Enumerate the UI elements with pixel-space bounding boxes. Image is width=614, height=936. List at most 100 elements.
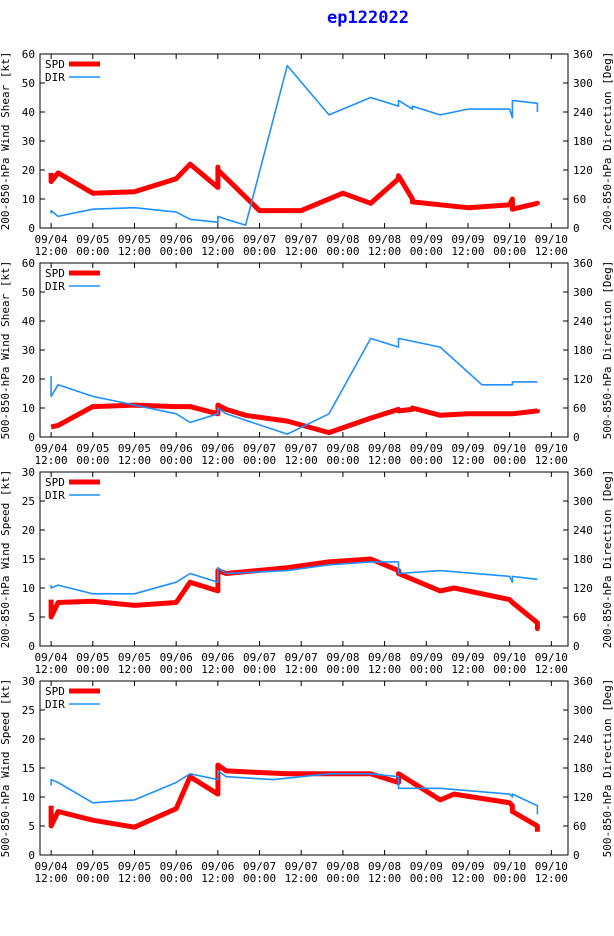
x-tick-label-time: 00:00 [160,245,193,258]
x-tick-label-time: 12:00 [368,872,401,885]
y-right-tick-label: 300 [573,286,593,299]
x-tick-label-time: 00:00 [243,454,276,467]
x-tick-label-date: 09/06 [160,651,193,664]
x-tick-label-time: 00:00 [410,872,443,885]
y-right-tick-label: 60 [573,402,586,415]
page-title: ep122022 [327,8,409,28]
x-tick-label-date: 09/09 [410,860,443,873]
chart-panel-3: 05101520253006012018024030036009/0412:00… [0,466,614,676]
y-left-tick-label: 10 [22,791,35,804]
plot-frame [39,471,569,647]
x-tick-label-date: 09/05 [118,233,151,246]
series-line-spd [50,402,540,436]
x-tick-label-date: 09/09 [410,442,443,455]
x-tick-label-date: 09/08 [326,442,359,455]
x-tick-label-date: 09/06 [201,860,234,873]
series-line-dir [50,561,538,595]
x-tick-label-date: 09/07 [243,651,276,664]
y-left-tick-label: 10 [22,193,35,206]
x-tick-label-time: 12:00 [535,454,568,467]
y-left-tick-label: 60 [22,48,35,61]
x-tick-label-time: 00:00 [326,663,359,676]
y-left-tick-label: 30 [22,135,35,148]
y-right-axis-label: 200-850-hPa Direction [Deg] [601,470,614,649]
legend-label-spd: SPD [45,685,65,698]
y-left-tick-label: 25 [22,704,35,717]
y-right-tick-label: 0 [573,849,580,862]
x-tick-label-date: 09/08 [368,651,401,664]
x-tick-label-time: 12:00 [35,245,68,258]
x-tick-label-time: 12:00 [368,663,401,676]
y-left-tick-label: 15 [22,762,35,775]
chart-panel-4: 05101520253006012018024030036009/0412:00… [0,675,614,885]
y-left-tick-label: 0 [28,431,35,444]
y-right-tick-label: 120 [573,791,593,804]
y-right-tick-label: 360 [573,466,593,479]
y-right-tick-label: 240 [573,733,593,746]
y-left-tick-label: 0 [28,640,35,653]
x-tick-label-time: 12:00 [451,663,484,676]
chart-panel-2: 010203040506006012018024030036009/0412:0… [0,257,614,467]
x-tick-label-time: 12:00 [535,663,568,676]
legend-label-dir: DIR [45,489,65,502]
x-tick-label-date: 09/08 [326,651,359,664]
y-left-tick-label: 50 [22,286,35,299]
y-left-axis-label: 200-850-hPa Wind Shear [kt] [0,52,12,231]
x-tick-label-date: 09/05 [76,860,109,873]
x-tick-label-time: 12:00 [201,872,234,885]
x-tick-label-date: 09/10 [535,651,568,664]
y-right-tick-label: 360 [573,48,593,61]
x-tick-label-date: 09/06 [160,860,193,873]
y-left-tick-label: 30 [22,466,35,479]
y-right-tick-label: 300 [573,77,593,90]
x-tick-label-time: 00:00 [410,245,443,258]
x-tick-label-time: 00:00 [76,663,109,676]
x-tick-label-time: 12:00 [118,245,151,258]
x-tick-label-time: 12:00 [118,663,151,676]
x-tick-label-time: 12:00 [201,663,234,676]
x-tick-label-time: 00:00 [493,245,526,258]
y-left-tick-label: 20 [22,733,35,746]
x-tick-label-date: 09/06 [160,442,193,455]
legend-label-spd: SPD [45,267,65,280]
x-tick-label-date: 09/08 [326,860,359,873]
x-tick-label-time: 12:00 [201,245,234,258]
y-right-tick-label: 240 [573,315,593,328]
y-left-tick-label: 60 [22,257,35,270]
y-right-tick-label: 60 [573,820,586,833]
x-tick-label-time: 00:00 [243,663,276,676]
x-tick-label-date: 09/04 [35,442,68,455]
x-tick-label-time: 00:00 [410,454,443,467]
y-left-tick-label: 40 [22,315,35,328]
x-tick-label-date: 09/09 [410,233,443,246]
x-tick-label-date: 09/10 [493,651,526,664]
x-tick-label-time: 00:00 [76,245,109,258]
y-right-tick-label: 120 [573,164,593,177]
y-left-tick-label: 20 [22,524,35,537]
legend-label-spd: SPD [45,58,65,71]
x-tick-label-time: 00:00 [493,663,526,676]
x-tick-label-time: 12:00 [35,872,68,885]
series-line-spd [48,556,540,632]
x-tick-label-date: 09/08 [326,233,359,246]
x-tick-label-date: 09/05 [118,651,151,664]
y-left-tick-label: 20 [22,164,35,177]
y-right-tick-label: 240 [573,106,593,119]
y-left-tick-label: 10 [22,402,35,415]
y-right-tick-label: 180 [573,762,593,775]
plot-frame [39,262,569,438]
x-tick-label-time: 00:00 [326,872,359,885]
y-left-tick-label: 40 [22,106,35,119]
y-right-tick-label: 360 [573,257,593,270]
x-tick-label-time: 12:00 [285,872,318,885]
x-tick-label-date: 09/05 [76,442,109,455]
y-left-tick-label: 25 [22,495,35,508]
x-tick-label-date: 09/08 [368,442,401,455]
y-left-tick-label: 30 [22,344,35,357]
x-tick-label-time: 00:00 [160,454,193,467]
y-right-tick-label: 360 [573,675,593,688]
series-line-dir [50,64,539,226]
x-tick-label-date: 09/07 [243,233,276,246]
y-right-tick-label: 0 [573,431,580,444]
x-tick-label-date: 09/06 [201,233,234,246]
